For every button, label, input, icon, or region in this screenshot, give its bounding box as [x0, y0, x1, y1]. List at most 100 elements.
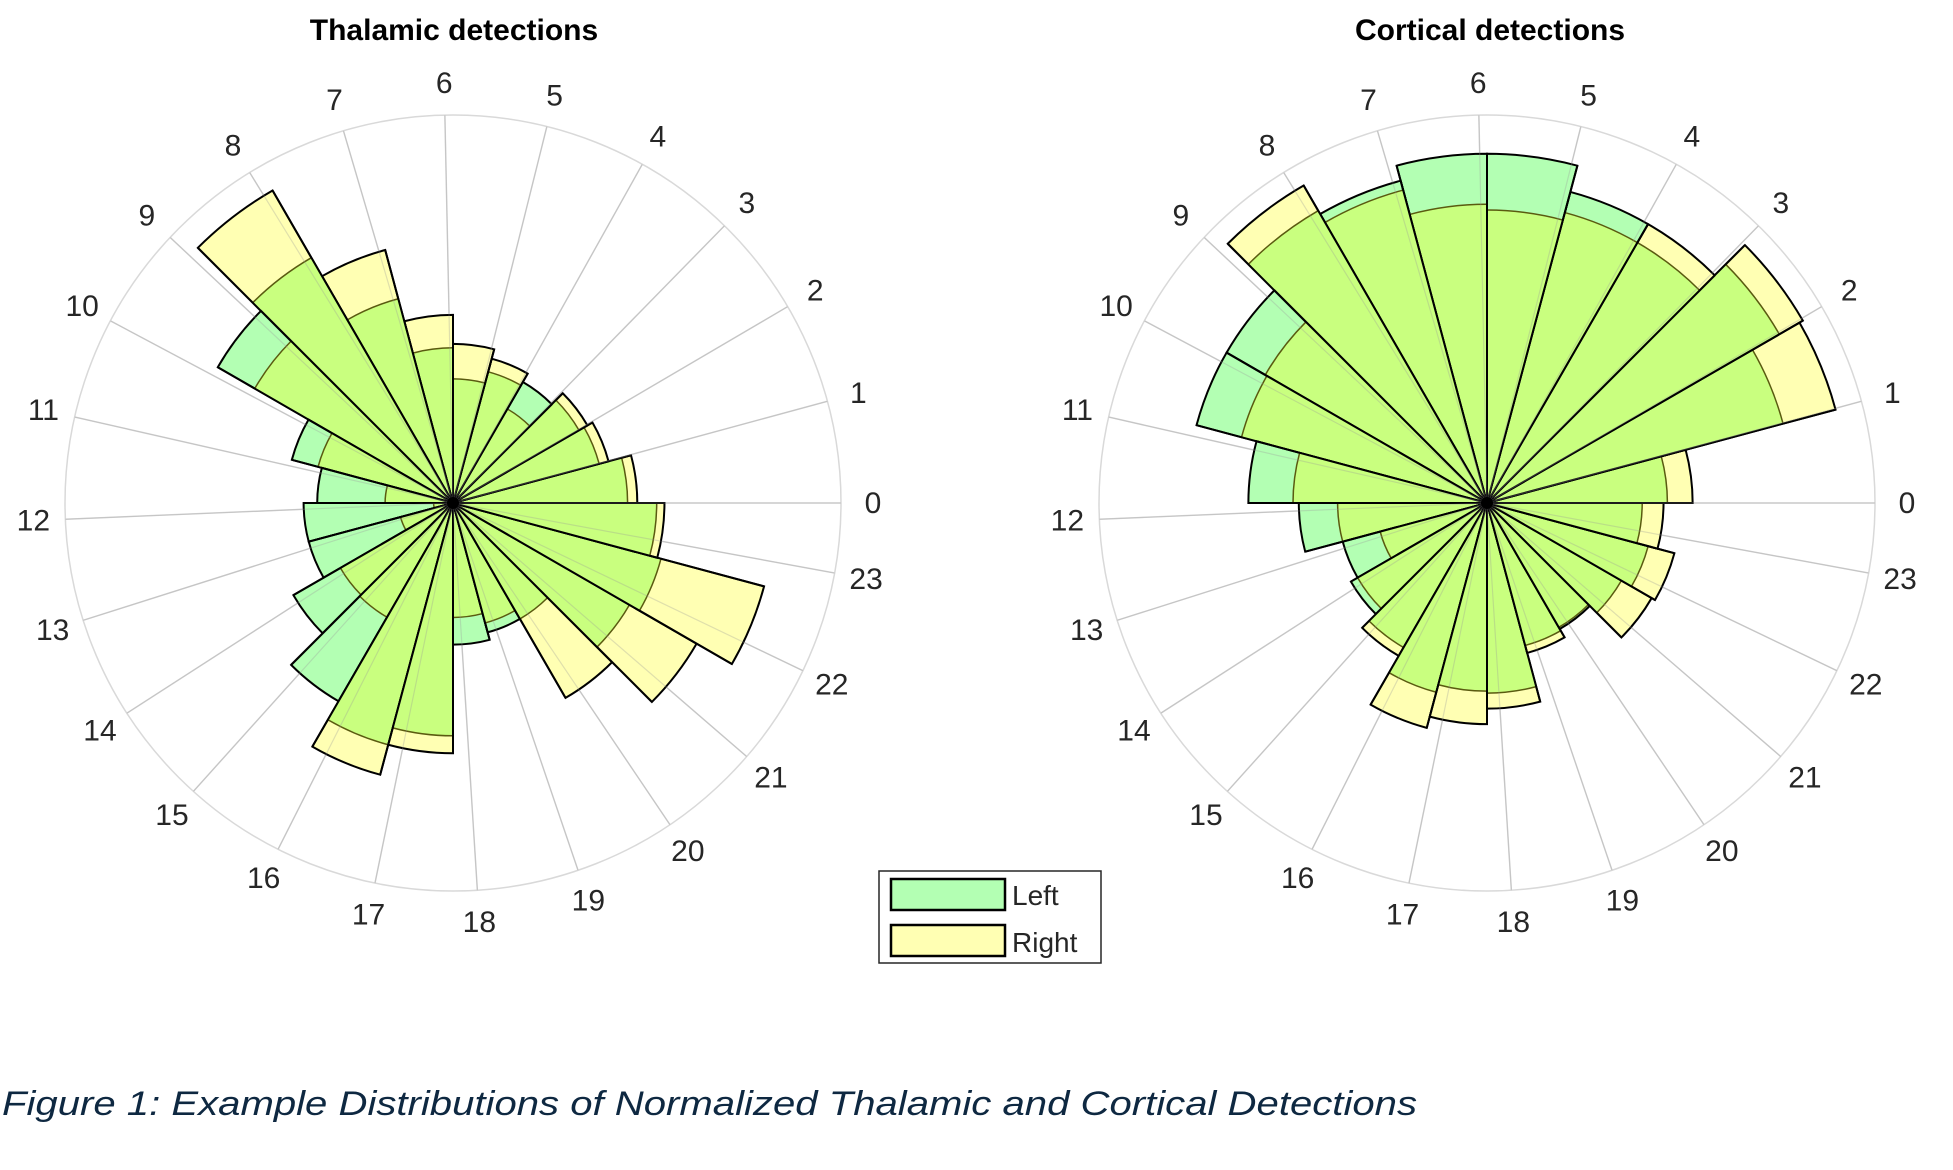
- bar-left-1: [453, 427, 600, 503]
- theta-tick-label: 6: [436, 67, 453, 100]
- spoke-overlay: [126, 502, 454, 714]
- spoke-overlay: [452, 502, 579, 871]
- legend-swatch-right: [889, 923, 1007, 958]
- overlap-edge: [649, 502, 658, 556]
- spoke-overlay: [1486, 400, 1862, 504]
- bar-left-22: [453, 503, 662, 611]
- bar-left-1: [1487, 349, 1784, 503]
- overlap-edge: [327, 719, 389, 746]
- grid-overlay: [65, 115, 841, 891]
- theta-tick-label: 16: [247, 862, 280, 895]
- overlap-edge: [252, 257, 312, 304]
- theta-tick-label: 21: [1788, 761, 1821, 794]
- bar-left-2: [453, 400, 580, 503]
- bar-right-19: [453, 503, 516, 623]
- theta-tick-label: 3: [739, 187, 756, 220]
- spoke-overlay: [1376, 130, 1488, 504]
- theta-tick-label: 3: [1773, 187, 1790, 220]
- bars: [1195, 152, 1837, 730]
- spoke-overlay: [1486, 502, 1613, 871]
- bar-left-7: [347, 298, 453, 503]
- spoke-overlay: [452, 502, 748, 757]
- spoke-overlay: [452, 306, 788, 504]
- spoke-overlay: [277, 502, 454, 850]
- spoke-overlay: [1099, 502, 1488, 520]
- theta-tick-label: 17: [352, 898, 385, 931]
- spoke-overlay: [1486, 502, 1705, 826]
- spoke-overlay: [1486, 502, 1869, 574]
- theta-tick-label: 8: [1259, 129, 1276, 162]
- spoke-overlay: [1116, 502, 1488, 621]
- overlap-edge: [1388, 672, 1437, 693]
- legend: Left Right: [878, 870, 1102, 964]
- theta-tick-label: 13: [36, 614, 69, 647]
- bar-left-19: [1487, 503, 1561, 646]
- overlap-edge: [1751, 349, 1784, 424]
- theta-tick-label: 16: [1281, 862, 1314, 895]
- theta-tick-label: 23: [849, 563, 882, 596]
- theta-tick-label: 1: [850, 377, 867, 410]
- figure-caption: Figure 1: Example Distributions of Norma…: [2, 1085, 1417, 1123]
- overlap-edge: [1725, 263, 1780, 335]
- overlap-edge: [1240, 375, 1268, 438]
- bar-left-22: [1487, 503, 1649, 587]
- bar-right-10: [1241, 375, 1487, 503]
- theta-tick-label: 13: [1070, 614, 1103, 647]
- spoke-overlay: [452, 502, 835, 574]
- overlap-edge: [1486, 685, 1537, 694]
- theta-tick-label: 17: [1386, 898, 1419, 931]
- theta-tick-label: 6: [1470, 67, 1487, 100]
- overlap-edge: [1409, 203, 1488, 216]
- spoke-overlay: [452, 126, 548, 504]
- spoke-overlay: [1108, 416, 1488, 504]
- theta-tick-label: 11: [1062, 394, 1093, 427]
- spoke-overlay: [1486, 126, 1582, 504]
- overlap-edge: [1486, 209, 1564, 221]
- grid-overlay: [1099, 115, 1875, 891]
- bar-right-9: [254, 341, 453, 503]
- theta-tick-label: 23: [1883, 563, 1916, 596]
- spoke-overlay: [452, 225, 725, 504]
- theta-tick-label: 9: [138, 199, 155, 232]
- legend-label-left: Left: [1012, 880, 1059, 911]
- chart-title: Thalamic detections: [310, 14, 598, 47]
- theta-tick-label: 15: [155, 799, 188, 832]
- spoke-overlay: [1311, 502, 1488, 850]
- spoke-overlay: [1486, 502, 1512, 891]
- spoke-overlay: [342, 130, 454, 504]
- theta-tick-label: 18: [463, 906, 496, 939]
- center-hub: [1481, 497, 1493, 509]
- overlap-edge: [620, 457, 629, 504]
- spoke-overlay: [452, 400, 828, 504]
- spoke-overlay: [1486, 164, 1677, 504]
- bar-left-3: [1487, 242, 1700, 503]
- spoke-overlay: [1226, 502, 1488, 792]
- overlap-edge: [392, 727, 454, 737]
- bar-right-13: [1380, 503, 1487, 559]
- spoke-overlay: [1486, 502, 1838, 672]
- legend-swatch-left: [889, 877, 1007, 912]
- theta-tick-label: 20: [671, 835, 704, 868]
- cortical-polar-plot: Cortical detections 01234567891011121314…: [1051, 14, 1917, 939]
- bar-left-21: [1487, 503, 1622, 613]
- bar-left-16: [1389, 503, 1487, 693]
- bar-right-20: [1487, 503, 1589, 628]
- bar-left-8: [252, 257, 453, 503]
- theta-tick-label: 2: [807, 274, 824, 307]
- spoke-overlay: [452, 502, 804, 672]
- theta-tick-label: 20: [1705, 835, 1738, 868]
- spoke-overlay: [1203, 236, 1488, 504]
- overlap-edge: [1660, 456, 1669, 504]
- theta-tick-label: 5: [1580, 79, 1597, 112]
- overlap-edge: [1438, 684, 1488, 692]
- overlap-edge: [1636, 241, 1701, 291]
- bar-right-3: [453, 408, 530, 503]
- spoke-overlay: [1408, 502, 1488, 884]
- theta-tick-label: 11: [28, 394, 59, 427]
- spoke-overlay: [444, 115, 454, 504]
- bar-left-20: [453, 503, 548, 619]
- spoke-overlay: [192, 502, 454, 792]
- spoke-overlay: [1160, 502, 1488, 714]
- legend-label-right: Right: [1012, 927, 1078, 958]
